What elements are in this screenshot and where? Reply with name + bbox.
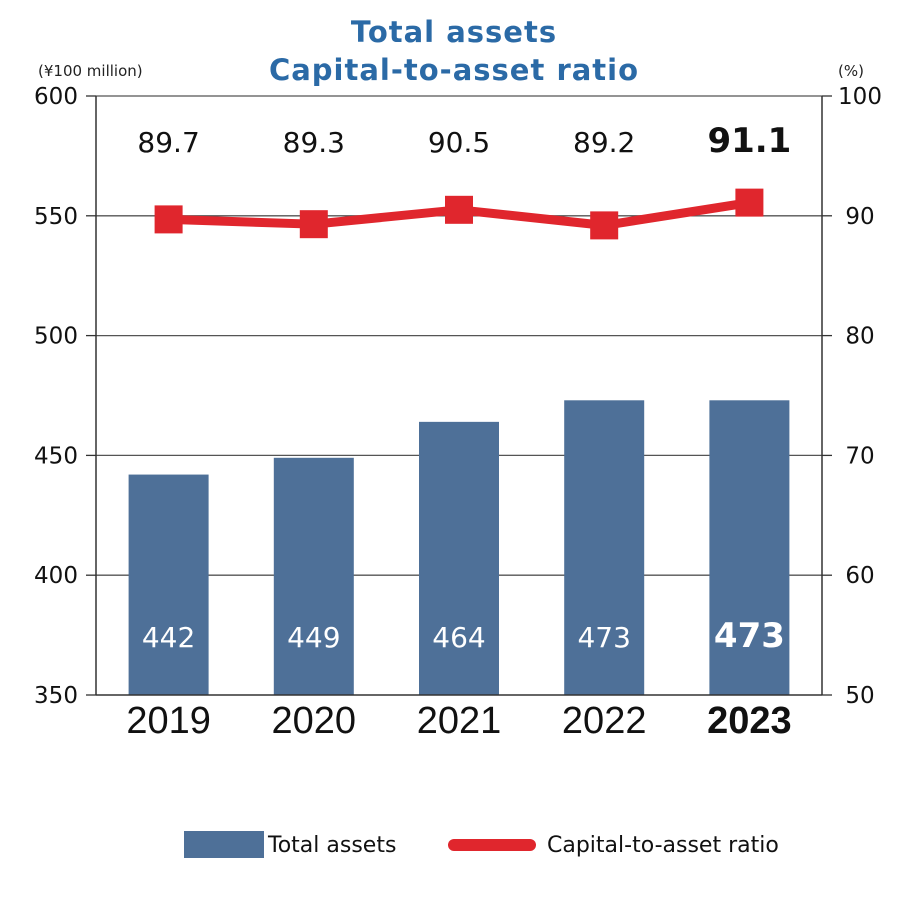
chart-title-line-1: Total assets [351,15,557,49]
ratio-value-label: 90.5 [428,126,490,159]
bar-value-label: 464 [432,621,485,654]
right-tick-label: 60 [845,563,874,589]
left-tick-label: 500 [34,324,78,350]
bar-value-label: 473 [714,616,785,656]
bar [419,421,499,695]
ratio-marker [154,205,183,234]
x-tick-label: 2023 [707,700,792,742]
left-tick-label: 550 [34,204,78,230]
left-tick-label: 600 [34,84,78,110]
bar-value-label: 449 [287,621,340,654]
right-tick-label: 80 [845,324,874,350]
ratio-value-label: 89.7 [137,126,199,159]
x-tick-label: 2021 [417,700,502,742]
right-tick-label: 90 [845,204,874,230]
right-axis-unit: (%) [838,62,864,80]
x-tick-label: 2019 [126,700,211,742]
legend-label-total-assets: Total assets [267,833,396,858]
ratio-marker [299,210,328,239]
right-tick-label: 50 [845,683,874,709]
legend: Total assets Capital-to-asset ratio [184,831,779,858]
x-tick-label: 2020 [272,700,357,742]
gridlines [96,95,822,576]
ratio-value-label: 91.1 [707,121,791,161]
right-tick-label: 70 [845,443,874,469]
left-tick-label: 450 [34,443,78,469]
left-tick-label: 350 [34,683,78,709]
bar-series [128,400,790,695]
bar [564,400,645,695]
bar [273,457,354,695]
x-tick-label: 2022 [562,700,647,742]
ratio-marker [445,195,473,224]
ratio-marker [735,188,764,217]
axes: 350 400 450 500 550 600 50 60 70 80 90 100 2019 2020 2… [34,84,882,742]
ratio-value-label: 89.2 [573,126,635,159]
ratio-marker [590,211,619,240]
left-axis-unit: (¥100 million) [38,62,143,80]
bar-value-label: 442 [142,621,195,654]
data-labels: 442 449 464 473 473 89.7 89.3 90.5 89.2 91.1 [137,121,791,656]
legend-swatch-total-assets [184,831,264,858]
bar-value-label: 473 [577,621,630,654]
legend-label-capital-ratio: Capital-to-asset ratio [547,833,779,858]
bar [128,474,209,695]
bar [709,400,790,695]
line-series [154,188,764,240]
ratio-value-label: 89.3 [283,126,345,159]
right-tick-label: 100 [838,84,882,110]
chart-title-line-2: Capital-to-asset ratio [269,53,639,87]
left-tick-label: 400 [34,563,78,589]
